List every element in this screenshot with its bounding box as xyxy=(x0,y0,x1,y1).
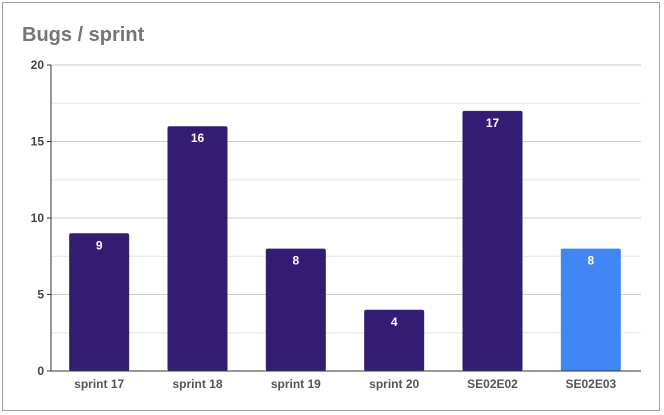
data-label: 16 xyxy=(191,131,205,145)
bars: 9 16 8 4 17 8 xyxy=(69,110,621,372)
bar xyxy=(364,309,425,371)
y-tick-label: 0 xyxy=(37,364,44,378)
x-tick-label: SE02E03 xyxy=(565,377,616,391)
y-axis-ticks: 0 5 10 15 20 xyxy=(31,58,51,378)
data-label: 4 xyxy=(391,315,398,329)
data-label: 8 xyxy=(587,254,594,268)
data-label: 17 xyxy=(486,116,500,130)
bar xyxy=(167,126,228,371)
x-tick-label: sprint 18 xyxy=(172,377,222,391)
x-tick-label: sprint 19 xyxy=(271,377,321,391)
bar xyxy=(69,233,130,371)
chart-title: Bugs / sprint xyxy=(22,24,145,46)
x-tick-label: SE02E02 xyxy=(467,377,518,391)
y-tick-label: 20 xyxy=(31,58,45,72)
bar xyxy=(265,248,326,371)
x-axis-labels: sprint 17 sprint 18 sprint 19 sprint 20 SE02… xyxy=(74,377,616,391)
x-tick-label: sprint 20 xyxy=(369,377,419,391)
y-tick-label: 15 xyxy=(31,135,45,149)
y-tick-label: 10 xyxy=(31,211,45,225)
y-tick-label: 5 xyxy=(37,288,44,302)
bar xyxy=(462,110,523,372)
data-label: 9 xyxy=(96,238,103,252)
bar xyxy=(560,248,621,371)
grid-lines xyxy=(51,64,641,334)
data-label: 8 xyxy=(292,254,299,268)
x-tick-label: sprint 17 xyxy=(74,377,124,391)
